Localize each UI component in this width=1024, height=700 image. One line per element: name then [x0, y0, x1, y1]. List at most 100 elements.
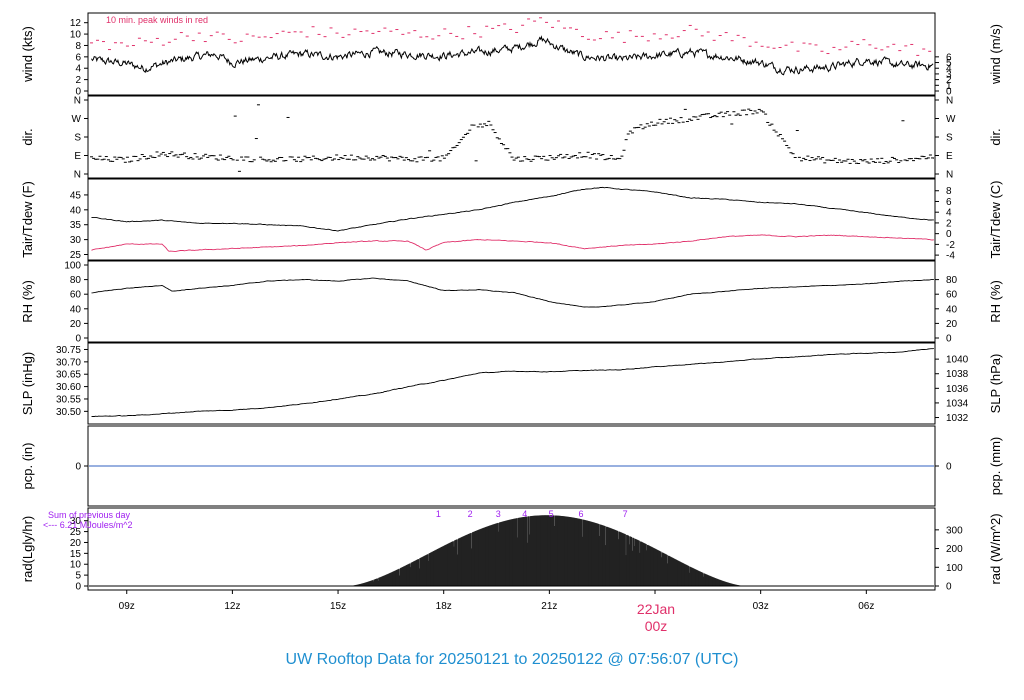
- right-tick-label-rh: 40: [946, 304, 958, 315]
- left-tick-label-wind: 6: [75, 52, 81, 63]
- left-tick-label-wind: 8: [75, 41, 81, 52]
- left-tick-label-wind: 12: [70, 18, 82, 29]
- left-tick-label-wind: 0: [75, 87, 81, 98]
- right-tick-label-temp: 6: [946, 197, 952, 208]
- right-tick-label-slp: 1036: [946, 384, 969, 395]
- ylabel-right-temp: Tair/Tdew (C): [988, 180, 1003, 258]
- left-tick-label-wind: 10: [70, 30, 82, 41]
- right-tick-label-rh: 60: [946, 290, 958, 301]
- right-tick-label-wind: 4: [946, 64, 952, 75]
- right-tick-label-temp: 4: [946, 208, 952, 219]
- plot-area-rad: [89, 515, 934, 587]
- right-tick-label-temp: 2: [946, 218, 952, 229]
- right-tick-label-slp: 1040: [946, 355, 969, 366]
- left-tick-label-wind: 4: [75, 64, 81, 75]
- right-tick-label-pcp: 0: [946, 462, 952, 473]
- panel-frame-rh: [87, 260, 936, 343]
- left-tick-label-temp: 35: [70, 220, 82, 231]
- rad-hour-marker: 2: [468, 509, 473, 519]
- left-tick-label-slp: 30.55: [56, 394, 81, 405]
- left-tick-label-temp: 25: [70, 250, 82, 261]
- right-tick-label-wind: 3: [946, 69, 952, 80]
- right-tick-label-wind: 1: [946, 81, 952, 92]
- right-tick-label-rad: 200: [946, 544, 963, 555]
- plot-area-rh: [91, 277, 934, 308]
- ylabel-right-pcp: pcp. (mm): [988, 437, 1003, 496]
- rad-hour-marker: 1: [436, 509, 441, 519]
- ylabel-slp: SLP (inHg): [20, 352, 35, 415]
- x-tick-label: 15z: [330, 601, 346, 612]
- left-tick-label-rad: 25: [70, 527, 82, 538]
- plot-area-wind: [90, 17, 934, 76]
- rad-hour-marker: 3: [496, 509, 501, 519]
- left-tick-label-slp: 30.65: [56, 370, 81, 381]
- right-tick-label-temp: 8: [946, 186, 952, 197]
- right-tick-label-temp: -4: [946, 251, 955, 262]
- ylabel-right-dir: dir.: [988, 128, 1003, 145]
- x-tick-label: 12z: [224, 601, 240, 612]
- sum-note-line2: <--- 6.21 MJoules/m^2: [43, 520, 133, 530]
- left-tick-label-slp: 30.75: [56, 345, 81, 356]
- ylabel-pcp: pcp. (in): [20, 443, 35, 490]
- page-title: UW Rooftop Data for 20250121 to 20250122…: [286, 651, 739, 668]
- panel-frame-slp: [87, 342, 936, 425]
- panel-frame-temp: [87, 178, 936, 261]
- plot-area-dir: [90, 104, 934, 172]
- left-tick-label-rad: 15: [70, 549, 82, 560]
- peak-winds-note: 10 min. peak winds in red: [106, 15, 208, 25]
- rad-hour-marker: 4: [522, 509, 527, 519]
- left-tick-label-wind: 2: [75, 75, 81, 86]
- x-tick-label: 09z: [119, 601, 135, 612]
- right-tick-label-rh: 0: [946, 334, 952, 345]
- right-tick-label-slp: 1032: [946, 413, 969, 424]
- left-tick-label-rad: 0: [75, 582, 81, 593]
- ylabel-right-rh: RH (%): [988, 280, 1003, 323]
- left-tick-label-rad: 20: [70, 538, 82, 549]
- date-label: 22Jan: [637, 601, 675, 617]
- left-tick-label-rh: 20: [70, 319, 82, 330]
- rad-hour-marker: 5: [549, 509, 554, 519]
- ylabel-rad: rad(Lgly/hr): [20, 516, 35, 582]
- left-tick-label-dir: S: [74, 133, 81, 144]
- wind-line: [91, 35, 934, 76]
- ylabel-temp: Tair/Tdew (F): [20, 181, 35, 258]
- ylabel-wind: wind (kts): [20, 26, 35, 83]
- left-tick-label-temp: 40: [70, 205, 82, 216]
- left-tick-label-slp: 30.70: [56, 357, 81, 368]
- ylabel-right-rad: rad (W/m^2): [988, 513, 1003, 584]
- right-tick-label-wind: 2: [946, 75, 952, 86]
- right-tick-label-rh: 80: [946, 275, 958, 286]
- left-tick-label-rh: 80: [70, 275, 82, 286]
- tdew-line: [91, 234, 934, 252]
- left-tick-label-rad: 5: [75, 571, 81, 582]
- x-tick-label: 06z: [858, 601, 874, 612]
- x-tick-label: 18z: [436, 601, 452, 612]
- right-tick-label-dir: N: [946, 170, 953, 181]
- x-tick-label: 03z: [753, 601, 769, 612]
- panel-pcp: 0 0 pcp. (in) pcp. (mm): [20, 425, 1003, 507]
- panel-rh: 0 20 40 60 80 100 0 20 40 60 80 RH (%) RH (%): [20, 260, 1003, 345]
- x-tick-label: 21z: [541, 601, 557, 612]
- ylabel-right-wind: wind (m/s): [988, 24, 1003, 85]
- ylabel-rh: RH (%): [20, 280, 35, 323]
- ylabel-right-slp: SLP (hPa): [988, 354, 1003, 414]
- panel-frame-wind: [87, 12, 936, 96]
- right-tick-label-temp: -2: [946, 240, 955, 251]
- right-tick-label-temp: 0: [946, 229, 952, 240]
- right-tick-label-dir: N: [946, 96, 953, 107]
- tair-line: [91, 186, 934, 232]
- right-tick-label-wind: 6: [946, 52, 952, 63]
- left-tick-label-temp: 30: [70, 235, 82, 246]
- left-tick-label-rh: 40: [70, 304, 82, 315]
- panel-frame-dir: [87, 95, 936, 179]
- ylabel-dir: dir.: [20, 128, 35, 145]
- rad-hour-marker: 6: [579, 509, 584, 519]
- right-tick-label-wind: 0: [946, 87, 952, 98]
- slp-line: [91, 348, 934, 417]
- right-tick-label-rad: 0: [946, 582, 952, 593]
